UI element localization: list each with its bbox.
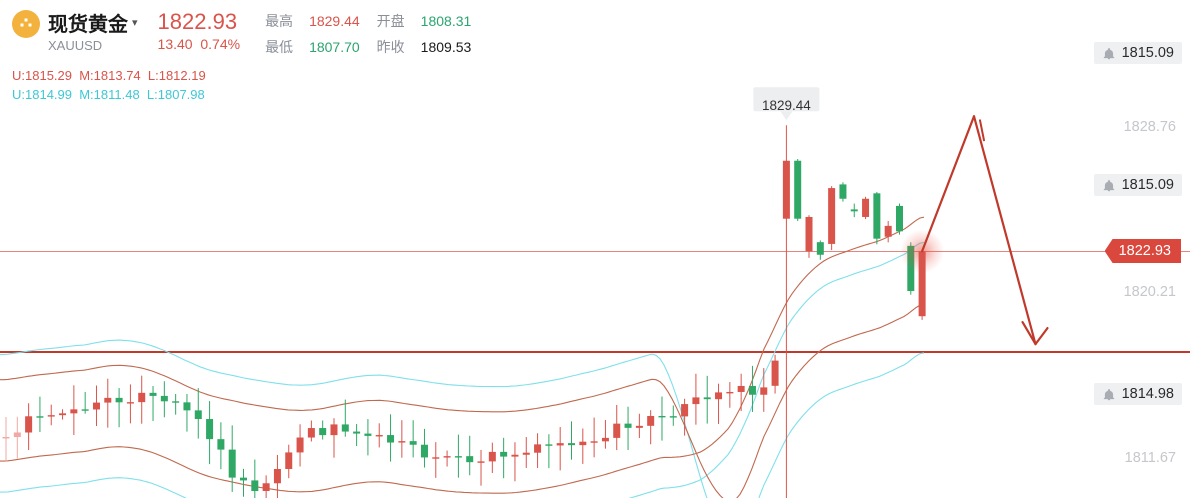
svg-text:1829.44: 1829.44 [762, 98, 811, 113]
